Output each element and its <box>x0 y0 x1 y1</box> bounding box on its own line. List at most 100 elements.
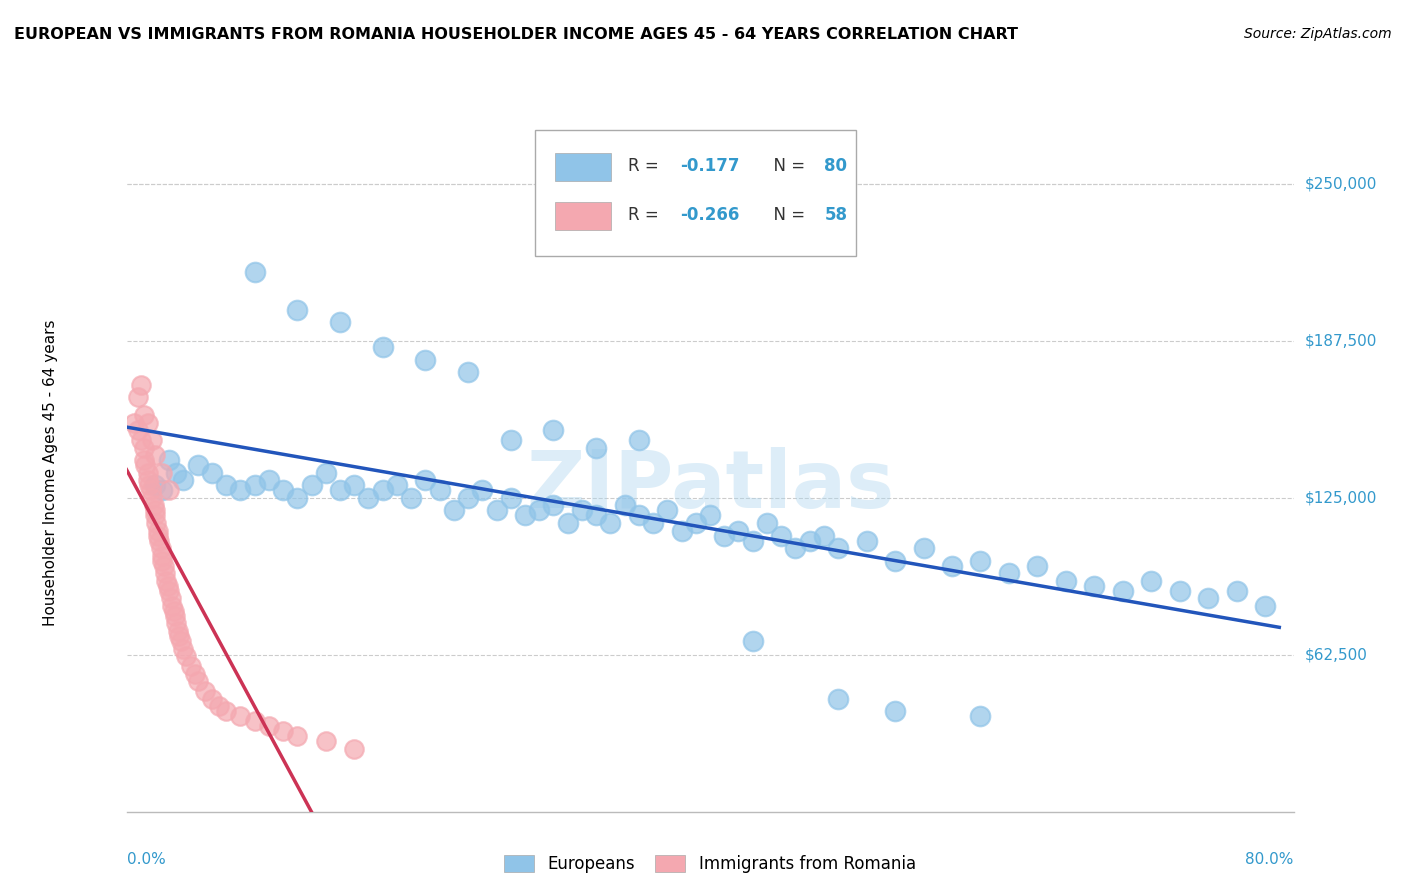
Point <box>884 704 907 718</box>
Point <box>485 503 508 517</box>
Point <box>884 554 907 568</box>
Point <box>138 478 160 492</box>
Point <box>201 691 224 706</box>
Point <box>160 599 183 613</box>
Point <box>741 533 763 548</box>
FancyBboxPatch shape <box>555 202 610 230</box>
Point <box>150 483 173 498</box>
Text: 80.0%: 80.0% <box>1246 853 1294 867</box>
Text: R =: R = <box>628 157 665 176</box>
Point <box>243 478 266 492</box>
Point <box>165 616 187 631</box>
Point <box>543 423 565 437</box>
Point <box>685 516 707 530</box>
Point <box>912 541 935 555</box>
Point <box>145 516 167 530</box>
Point <box>671 524 693 538</box>
Text: N =: N = <box>762 206 810 224</box>
Text: $62,500: $62,500 <box>1305 648 1368 662</box>
Point <box>243 714 266 729</box>
Point <box>132 441 155 455</box>
Point <box>215 478 238 492</box>
Point <box>132 453 155 467</box>
Point <box>329 483 352 498</box>
Point <box>571 503 593 517</box>
Point <box>136 416 159 430</box>
Point <box>157 483 180 498</box>
Point <box>257 473 280 487</box>
Point <box>129 377 152 392</box>
Text: $125,000: $125,000 <box>1305 491 1376 506</box>
Point <box>827 541 849 555</box>
Point <box>415 352 437 367</box>
Text: EUROPEAN VS IMMIGRANTS FROM ROMANIA HOUSEHOLDER INCOME AGES 45 - 64 YEARS CORREL: EUROPEAN VS IMMIGRANTS FROM ROMANIA HOUS… <box>14 27 1018 42</box>
FancyBboxPatch shape <box>555 153 610 181</box>
Point <box>755 516 778 530</box>
Point <box>1112 583 1135 598</box>
Point <box>941 558 963 573</box>
Point <box>141 433 163 447</box>
Point <box>132 408 155 422</box>
Point <box>163 608 186 623</box>
Point <box>1197 591 1219 606</box>
Point <box>285 730 308 744</box>
Point <box>799 533 821 548</box>
Point <box>172 473 194 487</box>
Point <box>139 483 162 498</box>
Point <box>415 473 437 487</box>
Point <box>243 265 266 279</box>
Point <box>543 499 565 513</box>
Point <box>315 734 337 748</box>
Point <box>215 704 238 718</box>
Point <box>176 648 198 663</box>
Text: -0.266: -0.266 <box>679 206 740 224</box>
Point <box>1168 583 1191 598</box>
Point <box>969 709 991 723</box>
Point <box>613 499 636 513</box>
Point <box>271 724 294 739</box>
Point <box>285 491 308 505</box>
Point <box>741 634 763 648</box>
Text: $187,500: $187,500 <box>1305 334 1376 349</box>
Point <box>156 579 179 593</box>
Point <box>229 709 252 723</box>
Point <box>142 499 165 513</box>
Text: $250,000: $250,000 <box>1305 177 1376 192</box>
Point <box>166 624 188 638</box>
Point <box>429 483 451 498</box>
Point <box>785 541 807 555</box>
Point <box>399 491 422 505</box>
Text: R =: R = <box>628 206 665 224</box>
Point <box>301 478 323 492</box>
Point <box>136 466 159 480</box>
Point <box>513 508 536 523</box>
Point <box>643 516 665 530</box>
Point <box>187 458 209 473</box>
Point <box>150 549 173 563</box>
Point <box>713 528 735 542</box>
Text: -0.177: -0.177 <box>679 157 740 176</box>
Point <box>285 302 308 317</box>
Point <box>180 659 202 673</box>
Point <box>159 591 181 606</box>
Point <box>157 583 180 598</box>
Point <box>969 554 991 568</box>
Point <box>855 533 877 548</box>
Point <box>187 674 209 689</box>
Text: 0.0%: 0.0% <box>127 853 166 867</box>
Text: Source: ZipAtlas.com: Source: ZipAtlas.com <box>1244 27 1392 41</box>
Text: 80: 80 <box>824 157 848 176</box>
Point <box>457 491 479 505</box>
FancyBboxPatch shape <box>534 130 856 256</box>
Point <box>184 666 207 681</box>
Point <box>165 466 187 480</box>
Point <box>271 483 294 498</box>
Point <box>155 574 177 588</box>
Point <box>1226 583 1249 598</box>
Text: 58: 58 <box>824 206 848 224</box>
Point <box>153 566 176 581</box>
Point <box>127 423 149 437</box>
Point <box>529 503 551 517</box>
Point <box>150 554 173 568</box>
Text: Householder Income Ages 45 - 64 years: Householder Income Ages 45 - 64 years <box>44 319 58 626</box>
